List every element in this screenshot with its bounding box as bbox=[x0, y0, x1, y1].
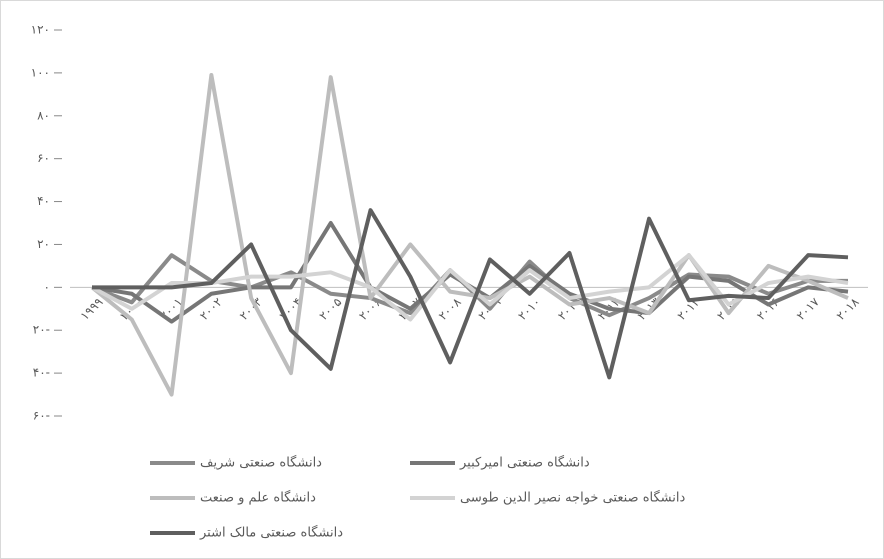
y-tick-label: ۲۰- bbox=[33, 323, 50, 337]
y-tick-label: ۱۰۰ bbox=[31, 65, 50, 79]
y-tick-label: ۴۰ bbox=[37, 194, 50, 208]
y-tick-label: ۶۰ bbox=[37, 151, 50, 165]
y-tick-label: ۶۰- bbox=[33, 409, 50, 423]
y-tick-label: ۲۰ bbox=[37, 237, 50, 251]
series-line bbox=[92, 208, 849, 380]
y-tick-label: ۰ bbox=[44, 280, 50, 294]
y-tick-label: ۴۰- bbox=[33, 366, 50, 380]
series-line bbox=[90, 73, 849, 397]
y-tick-label: ۱۲۰ bbox=[31, 23, 50, 37]
legend-label: دانشگاه صنعتی خواجه نصیر الدین طوسی bbox=[460, 490, 685, 506]
legend-label: دانشگاه صنعتی امیرکبیر bbox=[459, 455, 590, 471]
legend-label: دانشگاه صنعتی شریف bbox=[200, 455, 322, 471]
legend-label: دانشگاه صنعتی مالک اشتر bbox=[199, 525, 343, 541]
legend-label: دانشگاه علم و صنعت bbox=[200, 490, 316, 506]
y-tick-label: ۸۰ bbox=[37, 108, 50, 122]
